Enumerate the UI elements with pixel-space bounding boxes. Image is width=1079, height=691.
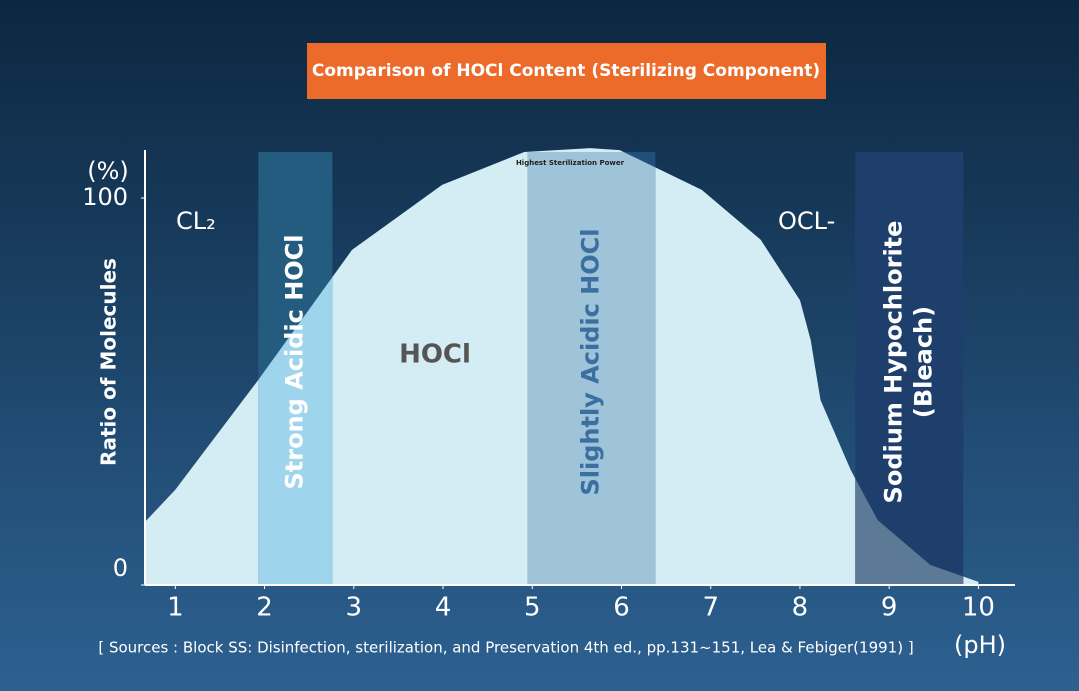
x-tick-label: 6 [613,593,630,623]
band-inner [527,152,656,585]
annotation-ocl: OCL- [778,207,835,235]
y-tick-label: 100 [82,183,128,211]
band-label: Slightly Acidic HOCl [577,228,605,495]
x-tick-label: 3 [346,593,363,623]
annotation-peak: Highest Sterilization Power [516,159,625,167]
annotation-hocl: HOCl [399,340,471,370]
x-tick-label: 10 [962,593,995,623]
x-tick-label: 9 [881,593,898,623]
y-axis-label: Ratio of Molecules [97,258,121,466]
x-tick-label: 1 [167,593,184,623]
source: [ Sources : Block SS: Disinfection, ster… [98,639,913,657]
annotation-cl2: CL₂ [176,207,216,235]
x-unit: (pH) [954,631,1006,659]
x-tick-label: 5 [524,593,541,623]
title-box [307,43,826,99]
y-tick-label: 0 [113,554,128,582]
x-tick-label: 8 [792,593,809,623]
x-tick-label: 7 [702,593,719,623]
band-label: Sodium Hypochlorite(Bleach) [879,221,937,504]
x-tick-label: 2 [256,593,273,623]
x-tick-label: 4 [435,593,452,623]
band-label: Strong Acidic HOCl [280,234,308,489]
chart-title: Comparison of HOCl Content (Sterilizing … [312,61,820,81]
y-unit: (%) [87,157,129,185]
